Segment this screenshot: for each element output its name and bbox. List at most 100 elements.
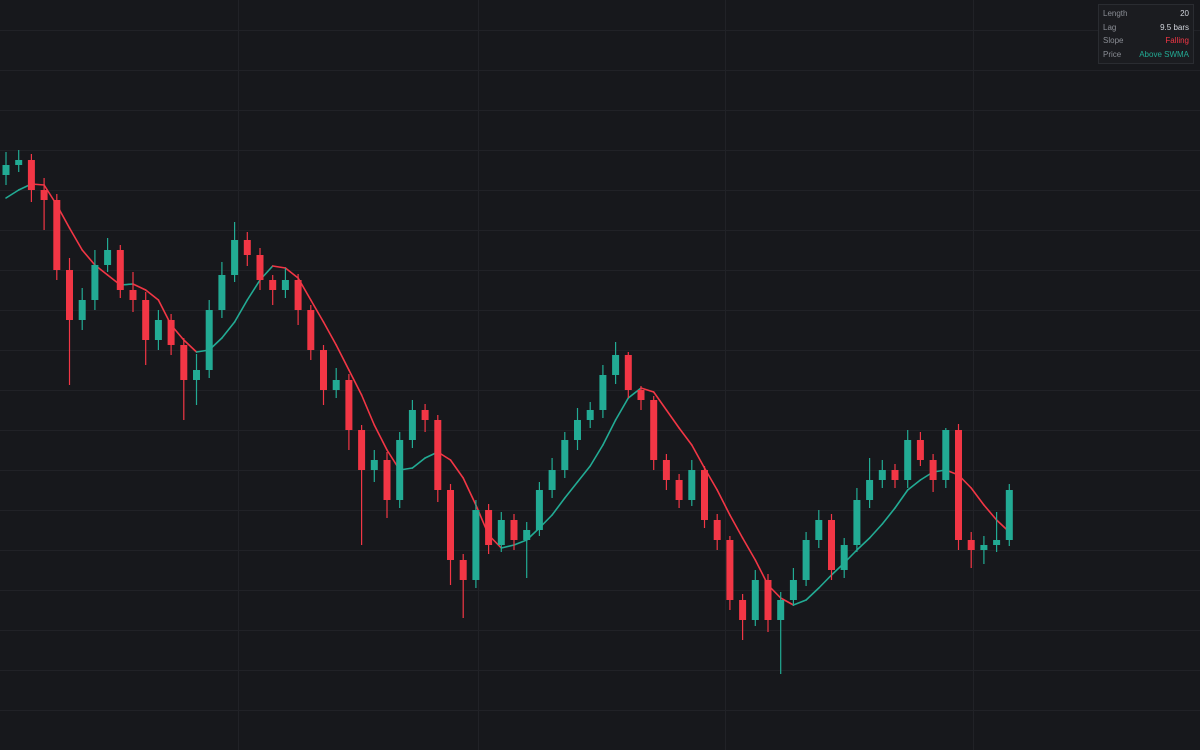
candle-body (345, 380, 353, 430)
candle-body (561, 440, 569, 470)
candle-body (891, 470, 899, 480)
candle-body (193, 370, 200, 380)
candle-body (205, 310, 213, 370)
swma-segment (513, 539, 528, 546)
candle-body (358, 430, 366, 470)
candle-body (840, 545, 848, 570)
candle-body (66, 270, 73, 320)
swma-segment (690, 444, 706, 469)
candle-body (739, 600, 747, 620)
grid-vertical (238, 0, 974, 750)
swma-segment (322, 321, 338, 346)
candle-body (459, 560, 467, 580)
candle-body (129, 290, 137, 300)
stat-row: Slope Falling (1103, 34, 1189, 48)
candle-body (599, 375, 607, 410)
candle-body (764, 580, 772, 620)
swma-segment (906, 479, 922, 491)
swma-segment (246, 279, 261, 301)
candle-body (256, 255, 264, 280)
candle-body (53, 200, 61, 270)
swma-segment (856, 537, 871, 551)
candle-body (548, 470, 556, 490)
candle-body (243, 240, 251, 255)
candle-body (688, 470, 696, 500)
candle-body (269, 280, 277, 290)
candle-body (332, 380, 340, 390)
candle-body (726, 540, 734, 600)
candle-body (751, 580, 759, 620)
swma-segment (627, 387, 642, 399)
candle-body (218, 275, 226, 310)
candle-body (828, 520, 835, 570)
candle-body (27, 160, 35, 190)
candle-body (586, 410, 594, 420)
candle-body (535, 490, 543, 530)
swma-segment (68, 227, 83, 251)
stat-label: Slope (1103, 36, 1124, 45)
candle-body (675, 480, 683, 500)
candle-body (167, 320, 175, 345)
candle-body (955, 430, 962, 540)
swma-segment (868, 523, 884, 539)
stat-label: Price (1103, 49, 1122, 59)
swma-segment (81, 249, 96, 266)
candle-body (320, 350, 327, 390)
candle-body (904, 440, 912, 480)
swma-segment (233, 299, 249, 323)
candle-body (2, 165, 10, 175)
candle-body (637, 390, 645, 400)
candle-body (383, 460, 391, 500)
swma-segment (805, 587, 820, 601)
stat-label: Length (1103, 9, 1128, 18)
swma-segment (792, 599, 807, 606)
candle-body (1005, 490, 1013, 540)
candle-body (472, 510, 480, 580)
stat-value: Falling (1165, 36, 1189, 45)
candle-body (40, 190, 48, 200)
stat-value: 20 (1180, 9, 1189, 18)
candle-body (713, 520, 721, 540)
candle-body (929, 460, 937, 480)
swma-segment (983, 504, 998, 521)
swma-segment (779, 597, 795, 606)
swma-segment (716, 489, 731, 516)
candle-body (916, 440, 924, 460)
candle-body (967, 540, 975, 550)
candle-body (497, 520, 505, 545)
candle-body (510, 520, 518, 540)
swma-segment (500, 544, 515, 549)
swma-segment (5, 189, 20, 199)
stat-row: Price Above SWMA (1103, 48, 1189, 62)
swma-segment (652, 391, 668, 411)
candle-body (180, 345, 188, 380)
swma-segment (970, 487, 985, 506)
candle-body (993, 540, 1001, 545)
candle-body (878, 470, 886, 480)
swma-segment (221, 321, 236, 339)
swma-segment (894, 489, 909, 509)
candle-body (980, 545, 988, 550)
candle-body (650, 400, 658, 460)
swma-segment (284, 267, 299, 279)
candle-body (281, 280, 289, 290)
candle-body (231, 240, 239, 275)
candle-body (815, 520, 823, 540)
stat-value: 9.5 bars (1160, 22, 1189, 32)
swma-segment (271, 265, 287, 269)
candle-body (307, 310, 315, 350)
swma-segment (881, 507, 896, 525)
candle-body (91, 265, 99, 300)
candle-body (662, 460, 670, 480)
stat-label: Lag (1103, 22, 1117, 32)
swma-segment (563, 481, 579, 499)
stat-value: Above SWMA (1139, 49, 1189, 59)
swma-segment (551, 497, 566, 516)
swma-segment (183, 339, 198, 353)
swma-segment (665, 409, 680, 429)
swma-segment (309, 299, 325, 323)
swma-segment (373, 424, 388, 451)
stats-panel: Length 20 Lag 9.5 bars Slope Falling Price Abov… (1098, 4, 1194, 64)
